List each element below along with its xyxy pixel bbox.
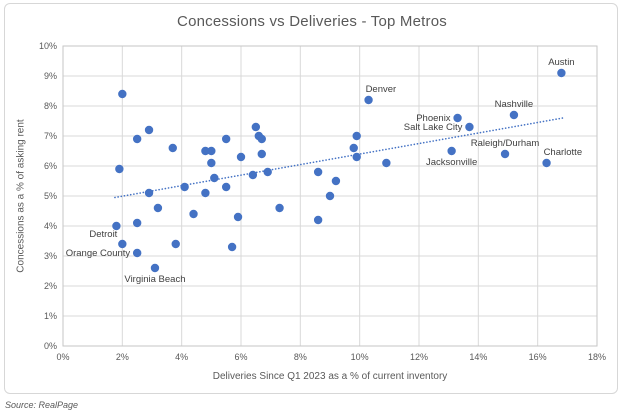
data-point <box>257 149 266 159</box>
data-point <box>331 176 341 186</box>
data-point-label: Raleigh/Durham <box>471 138 540 149</box>
y-tick-label: 10% <box>39 41 57 51</box>
y-tick-label: 7% <box>44 131 57 141</box>
data-point <box>233 212 243 222</box>
data-point <box>251 122 261 132</box>
x-tick-label: 16% <box>529 352 547 362</box>
data-point <box>150 263 160 273</box>
x-tick-label: 8% <box>294 352 307 362</box>
data-point-label: Jacksonville <box>426 157 477 168</box>
data-point <box>118 89 127 99</box>
data-point <box>221 182 231 192</box>
y-tick-label: 1% <box>44 311 57 321</box>
x-tick-label: 10% <box>351 352 369 362</box>
data-point-label: Salt Lake City <box>404 122 463 133</box>
data-point <box>132 134 142 144</box>
data-point-label: Denver <box>366 84 397 95</box>
data-point <box>236 152 246 162</box>
data-point <box>201 188 210 198</box>
data-point-label: Austin <box>548 57 574 68</box>
chart-frame <box>4 3 618 394</box>
data-point <box>180 182 189 192</box>
data-point <box>112 221 121 231</box>
data-point <box>313 215 323 225</box>
x-tick-label: 14% <box>469 352 487 362</box>
data-point <box>168 143 177 153</box>
data-point <box>210 173 219 183</box>
y-tick-label: 6% <box>44 161 57 171</box>
data-point-label: Orange County <box>66 248 131 259</box>
data-point <box>207 158 216 168</box>
chart-title: Concessions vs Deliveries - Top Metros <box>177 13 447 30</box>
data-point <box>500 149 510 159</box>
data-point <box>325 191 335 201</box>
data-point <box>144 188 154 198</box>
x-tick-label: 4% <box>175 352 188 362</box>
data-point <box>364 95 373 105</box>
source-note: Source: RealPage <box>5 400 79 410</box>
y-tick-label: 4% <box>44 221 57 231</box>
data-point <box>465 122 474 132</box>
data-point <box>153 203 163 213</box>
data-point <box>227 242 237 252</box>
y-tick-label: 9% <box>44 71 57 81</box>
data-point <box>453 113 462 123</box>
data-point <box>248 170 258 180</box>
y-tick-label: 0% <box>44 341 57 351</box>
x-tick-label: 6% <box>234 352 247 362</box>
data-point <box>144 125 154 135</box>
data-point <box>542 158 551 168</box>
data-point <box>382 158 391 168</box>
data-point-label: Phoenix <box>416 113 451 124</box>
data-point <box>221 134 231 144</box>
data-point <box>275 203 284 213</box>
data-point <box>557 68 566 78</box>
data-point-label: Charlotte <box>544 147 583 158</box>
data-point <box>313 167 323 177</box>
data-point <box>118 239 127 249</box>
data-point <box>263 167 272 177</box>
x-tick-label: 0% <box>56 352 69 362</box>
trendline <box>114 117 564 199</box>
data-point <box>447 146 456 156</box>
data-point-label: Virginia Beach <box>124 274 185 285</box>
y-tick-label: 5% <box>44 191 57 201</box>
plot-border <box>62 45 598 347</box>
data-point <box>132 248 142 258</box>
x-axis-title: Deliveries Since Q1 2023 as a % of curre… <box>212 371 448 382</box>
data-point <box>189 209 198 219</box>
data-point <box>171 239 180 249</box>
data-point-label: Detroit <box>89 229 117 240</box>
x-tick-label: 2% <box>116 352 129 362</box>
data-point <box>257 134 266 144</box>
y-tick-label: 8% <box>44 101 57 111</box>
x-tick-label: 18% <box>588 352 606 362</box>
data-point <box>509 110 519 120</box>
data-point <box>201 146 210 156</box>
data-point-label: Nashville <box>495 99 534 110</box>
data-point <box>352 131 361 141</box>
data-point <box>207 146 216 156</box>
data-point <box>115 164 124 174</box>
x-tick-label: 12% <box>410 352 428 362</box>
y-tick-label: 3% <box>44 251 57 261</box>
y-axis-title: Concessions as a % of asking rent <box>15 119 27 273</box>
data-point <box>132 218 142 228</box>
data-point <box>349 143 358 153</box>
data-point <box>352 152 361 162</box>
y-tick-label: 2% <box>44 281 57 291</box>
